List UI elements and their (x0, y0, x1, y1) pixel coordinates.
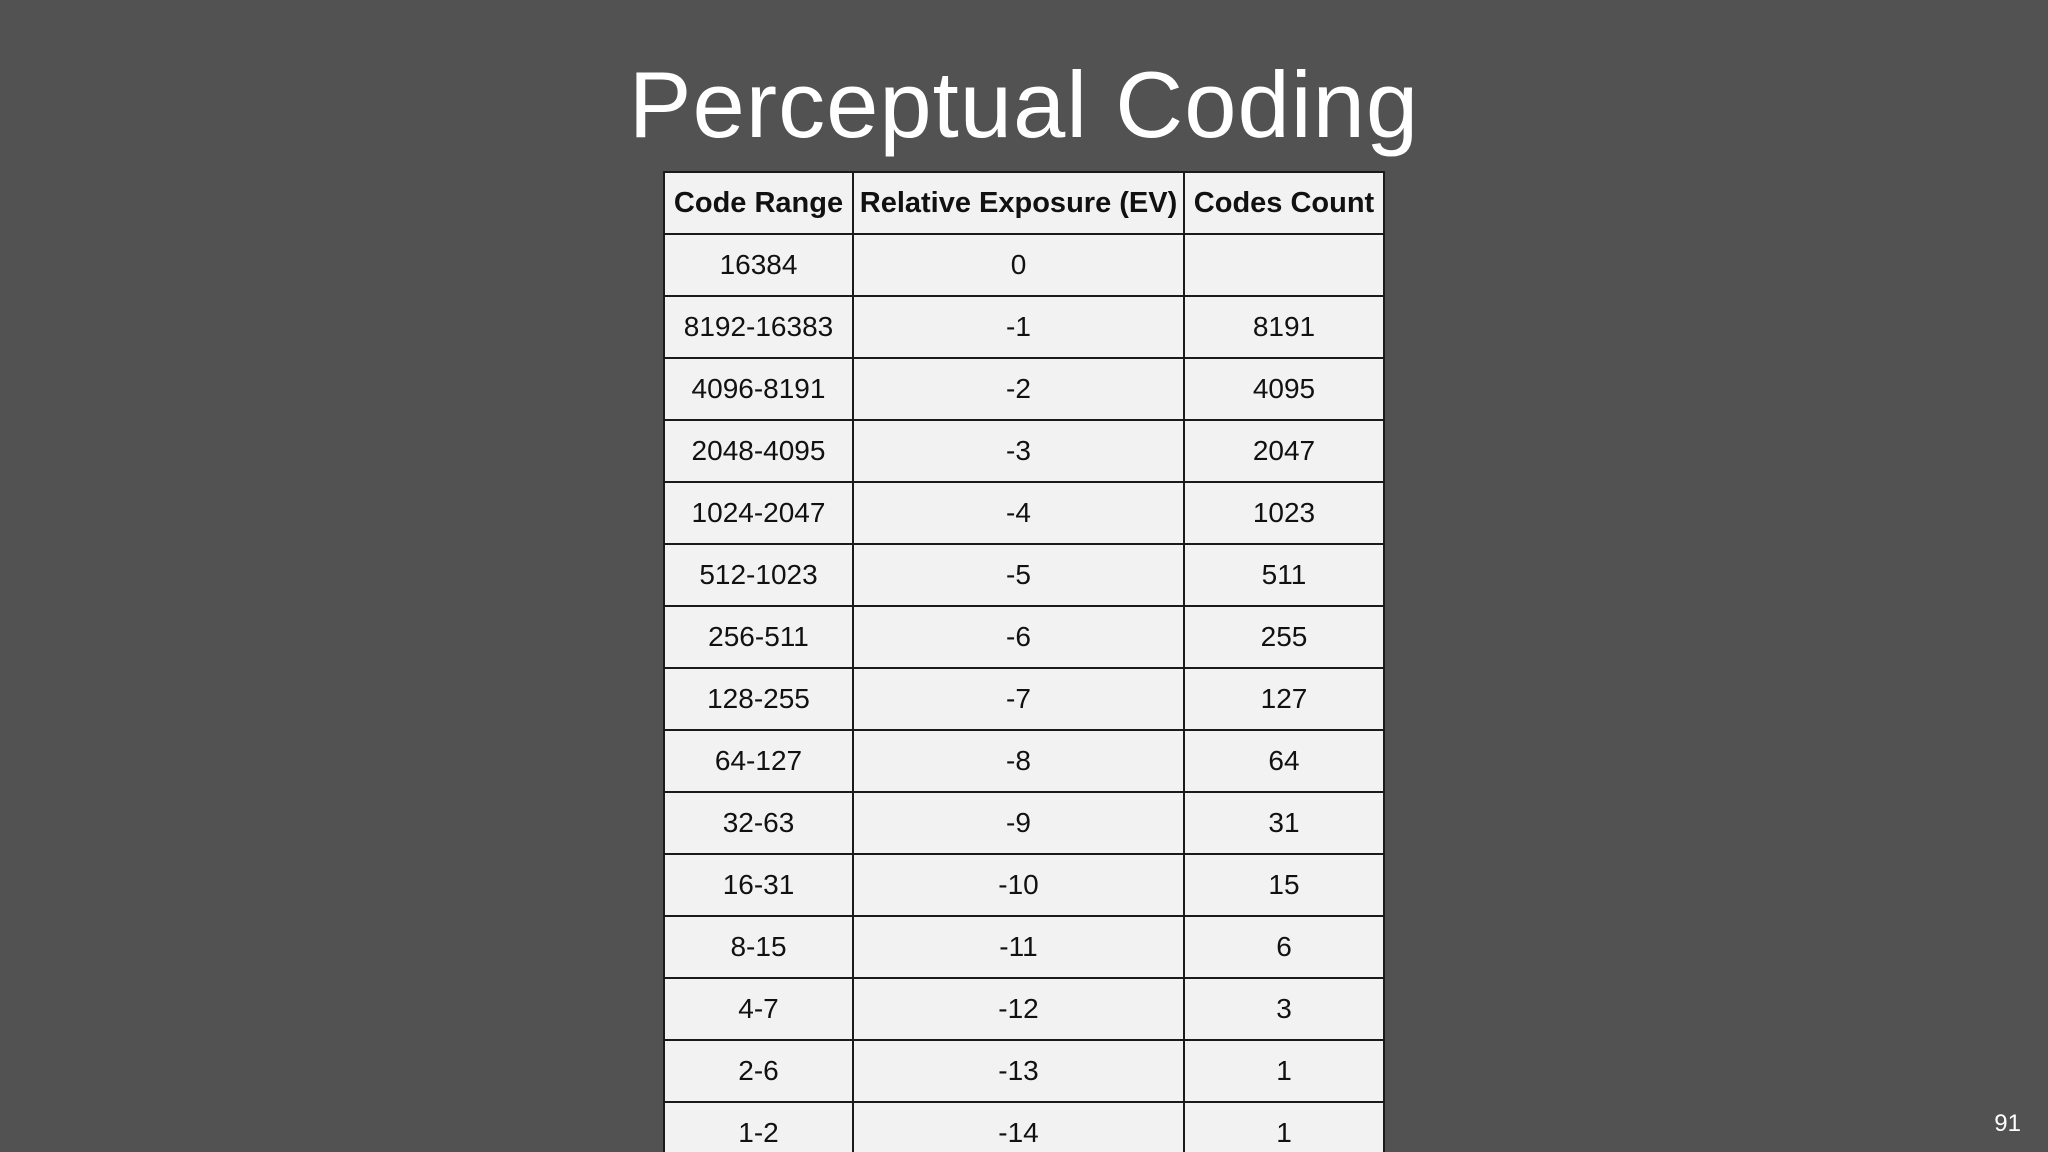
cell-relative-exposure: -7 (852, 667, 1185, 731)
cell-codes-count: 2047 (1183, 419, 1385, 483)
cell-codes-count: 127 (1183, 667, 1385, 731)
table-row: 128-255 -7 127 (663, 667, 1385, 731)
cell-code-range: 4096-8191 (663, 357, 854, 421)
cell-codes-count: 511 (1183, 543, 1385, 607)
table-row: 1024-2047 -4 1023 (663, 481, 1385, 545)
cell-relative-exposure: -2 (852, 357, 1185, 421)
table-row: 64-127 -8 64 (663, 729, 1385, 793)
table-row: 16-31 -10 15 (663, 853, 1385, 917)
table-row: 8-15 -11 6 (663, 915, 1385, 979)
cell-code-range: 1-2 (663, 1101, 854, 1152)
table-row: 2048-4095 -3 2047 (663, 419, 1385, 483)
cell-code-range: 1024-2047 (663, 481, 854, 545)
table-row: 256-511 -6 255 (663, 605, 1385, 669)
cell-code-range: 8-15 (663, 915, 854, 979)
cell-code-range: 16384 (663, 233, 854, 297)
cell-code-range: 64-127 (663, 729, 854, 793)
cell-relative-exposure: -12 (852, 977, 1185, 1041)
table-row: 16384 0 (663, 233, 1385, 297)
cell-relative-exposure: -4 (852, 481, 1185, 545)
table-header: Code Range Relative Exposure (EV) Codes … (663, 171, 1385, 235)
cell-codes-count: 4095 (1183, 357, 1385, 421)
exposure-table: Code Range Relative Exposure (EV) Codes … (663, 171, 1385, 1152)
cell-relative-exposure: -8 (852, 729, 1185, 793)
cell-codes-count: 8191 (1183, 295, 1385, 359)
cell-code-range: 8192-16383 (663, 295, 854, 359)
table-body: 16384 0 8192-16383 -1 8191 4096-8191 -2 … (663, 233, 1385, 1152)
slide-title: Perceptual Coding (628, 52, 1420, 157)
cell-relative-exposure: -3 (852, 419, 1185, 483)
table-row: 512-1023 -5 511 (663, 543, 1385, 607)
cell-code-range: 512-1023 (663, 543, 854, 607)
cell-codes-count: 1023 (1183, 481, 1385, 545)
table-row: 32-63 -9 31 (663, 791, 1385, 855)
cell-relative-exposure: -1 (852, 295, 1185, 359)
cell-relative-exposure: -13 (852, 1039, 1185, 1103)
header-codes-count: Codes Count (1183, 171, 1385, 235)
cell-codes-count: 3 (1183, 977, 1385, 1041)
page-number: 91 (1994, 1110, 2021, 1137)
table-row: 4-7 -12 3 (663, 977, 1385, 1041)
cell-codes-count (1183, 233, 1385, 297)
cell-code-range: 256-511 (663, 605, 854, 669)
cell-code-range: 128-255 (663, 667, 854, 731)
header-code-range: Code Range (663, 171, 854, 235)
cell-relative-exposure: -5 (852, 543, 1185, 607)
cell-codes-count: 15 (1183, 853, 1385, 917)
header-row: Code Range Relative Exposure (EV) Codes … (663, 171, 1385, 235)
cell-relative-exposure: -6 (852, 605, 1185, 669)
cell-relative-exposure: -14 (852, 1101, 1185, 1152)
cell-codes-count: 1 (1183, 1039, 1385, 1103)
cell-relative-exposure: -11 (852, 915, 1185, 979)
cell-relative-exposure: -10 (852, 853, 1185, 917)
cell-code-range: 2-6 (663, 1039, 854, 1103)
header-relative-exposure: Relative Exposure (EV) (852, 171, 1185, 235)
cell-codes-count: 31 (1183, 791, 1385, 855)
cell-codes-count: 64 (1183, 729, 1385, 793)
cell-codes-count: 1 (1183, 1101, 1385, 1152)
table-row: 2-6 -13 1 (663, 1039, 1385, 1103)
cell-codes-count: 255 (1183, 605, 1385, 669)
cell-relative-exposure: -9 (852, 791, 1185, 855)
cell-code-range: 16-31 (663, 853, 854, 917)
cell-codes-count: 6 (1183, 915, 1385, 979)
cell-relative-exposure: 0 (852, 233, 1185, 297)
cell-code-range: 2048-4095 (663, 419, 854, 483)
cell-code-range: 4-7 (663, 977, 854, 1041)
table-row: 4096-8191 -2 4095 (663, 357, 1385, 421)
table-row: 8192-16383 -1 8191 (663, 295, 1385, 359)
cell-code-range: 32-63 (663, 791, 854, 855)
table-row: 1-2 -14 1 (663, 1101, 1385, 1152)
